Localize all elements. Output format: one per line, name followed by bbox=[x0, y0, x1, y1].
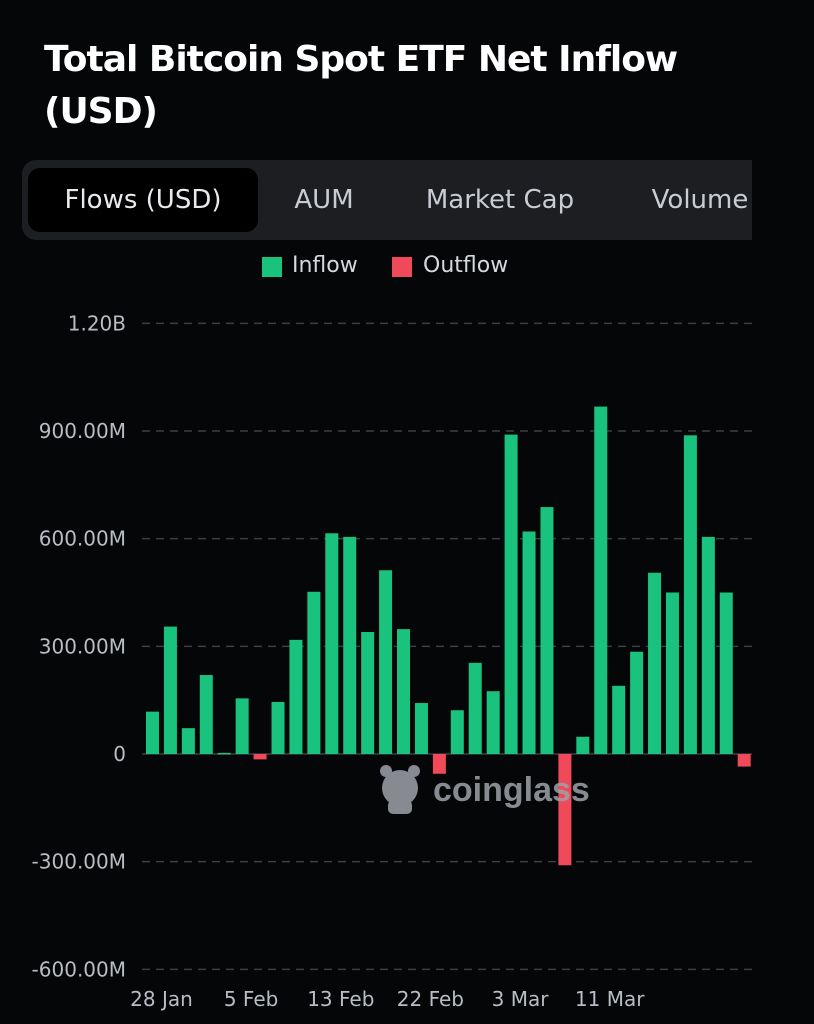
x-tick-label: 5 Feb bbox=[224, 987, 279, 1011]
tab-flows[interactable]: Flows (USD) bbox=[28, 168, 258, 232]
inflow-bar[interactable] bbox=[361, 631, 375, 754]
inflow-bar[interactable] bbox=[612, 685, 626, 754]
inflow-bar[interactable] bbox=[217, 752, 231, 755]
inflow-bar[interactable] bbox=[576, 736, 590, 754]
inflow-bar[interactable] bbox=[235, 698, 249, 754]
x-tick-label: 22 Feb bbox=[397, 987, 464, 1011]
x-tick-label: 28 Jan bbox=[130, 987, 193, 1011]
inflow-bar[interactable] bbox=[163, 626, 177, 754]
tab-aum[interactable]: AUM bbox=[294, 185, 354, 215]
outflow-bar[interactable] bbox=[737, 754, 751, 767]
outflow-bar[interactable] bbox=[558, 754, 572, 866]
inflow-bar[interactable] bbox=[199, 675, 213, 754]
y-axis: 1.20B 900.00M 600.00M 300.00M 0 -300.00M -600.… bbox=[32, 311, 126, 981]
legend: Inflow Outflow bbox=[0, 250, 814, 282]
y-tick-label: -300.00M bbox=[32, 850, 126, 874]
inflow-bar[interactable] bbox=[683, 435, 697, 754]
y-tick-label: 1.20B bbox=[68, 311, 126, 335]
inflow-bar[interactable] bbox=[146, 711, 159, 754]
inflow-bar[interactable] bbox=[468, 662, 482, 754]
inflow-bar[interactable] bbox=[343, 536, 357, 754]
bars bbox=[146, 406, 751, 866]
inflow-bar[interactable] bbox=[504, 434, 518, 754]
inflow-bar[interactable] bbox=[379, 570, 393, 754]
y-tick-label: 900.00M bbox=[39, 419, 126, 443]
inflow-bar[interactable] bbox=[271, 701, 285, 754]
inflow-bar[interactable] bbox=[522, 531, 536, 754]
x-tick-label: 3 Mar bbox=[492, 987, 550, 1011]
tab-market-cap[interactable]: Market Cap bbox=[425, 185, 575, 215]
x-axis: 28 Jan 5 Feb 13 Feb 22 Feb 3 Mar 11 Mar bbox=[130, 987, 645, 1011]
y-tick-label: 300.00M bbox=[39, 634, 126, 658]
inflow-bar[interactable] bbox=[540, 507, 554, 754]
inflow-swatch[interactable] bbox=[262, 257, 282, 277]
inflow-bar[interactable] bbox=[630, 651, 644, 754]
inflow-bar[interactable] bbox=[307, 591, 321, 754]
inflow-bar[interactable] bbox=[486, 691, 500, 754]
inflow-bar[interactable] bbox=[289, 639, 303, 754]
chart-title: Total Bitcoin Spot ETF Net Inflow (USD) bbox=[44, 39, 678, 132]
inflow-bar[interactable] bbox=[181, 728, 195, 754]
y-tick-label: 0 bbox=[113, 742, 126, 766]
watermark: coinglass bbox=[380, 765, 590, 814]
inflow-bar[interactable] bbox=[414, 703, 428, 754]
inflow-bar[interactable] bbox=[594, 406, 608, 754]
outflow-bar[interactable] bbox=[432, 754, 446, 774]
x-tick-label: 13 Feb bbox=[307, 987, 374, 1011]
outflow-swatch[interactable] bbox=[392, 257, 412, 277]
watermark-text: coinglass bbox=[433, 771, 590, 809]
inflow-bar[interactable] bbox=[701, 536, 715, 754]
coinglass-logo-icon bbox=[380, 765, 420, 814]
inflow-bar[interactable] bbox=[397, 629, 411, 754]
inflow-bar[interactable] bbox=[325, 533, 339, 754]
y-tick-label: 600.00M bbox=[39, 527, 126, 551]
tab-bar: Flows (USD) AUM Market Cap Volume bbox=[22, 160, 752, 240]
legend-inflow-label[interactable]: Inflow bbox=[292, 253, 358, 278]
inflow-bar[interactable] bbox=[648, 572, 662, 754]
inflow-bar[interactable] bbox=[665, 592, 679, 755]
tab-volume[interactable]: Volume bbox=[651, 185, 749, 215]
x-tick-label: 11 Mar bbox=[575, 987, 645, 1011]
inflow-bar[interactable] bbox=[719, 592, 733, 755]
legend-outflow-label[interactable]: Outflow bbox=[423, 253, 509, 278]
inflow-bar[interactable] bbox=[450, 710, 464, 754]
outflow-bar[interactable] bbox=[253, 754, 267, 760]
y-tick-label: -600.00M bbox=[32, 957, 126, 981]
